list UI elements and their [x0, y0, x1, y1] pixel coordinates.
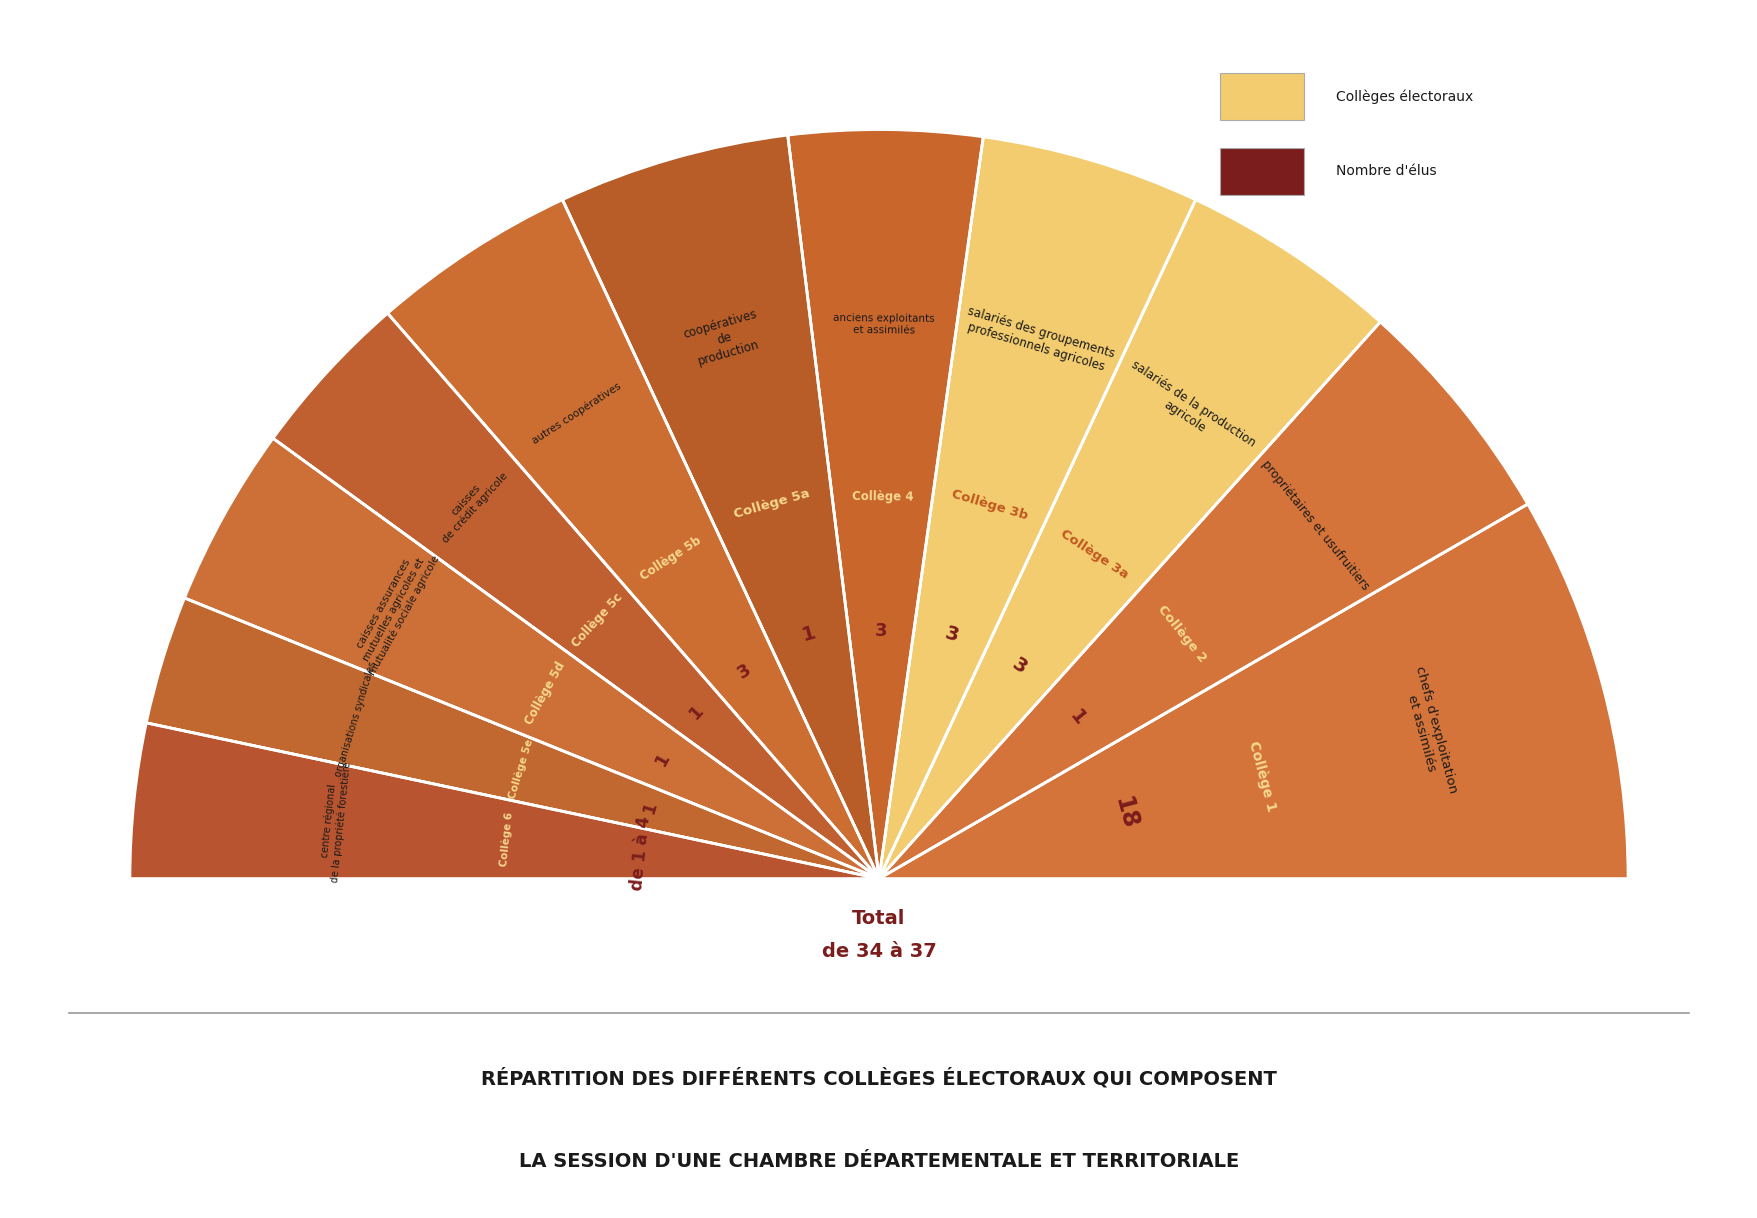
Text: autres coopératives: autres coopératives: [531, 381, 624, 446]
Text: 3: 3: [734, 660, 754, 682]
Text: 1: 1: [640, 800, 659, 816]
Text: anciens exploitants
et assimilés: anciens exploitants et assimilés: [833, 313, 935, 335]
Text: caisses
de crédit agricole: caisses de crédit agricole: [430, 463, 510, 546]
Text: Collège 2: Collège 2: [1154, 603, 1207, 665]
Wedge shape: [878, 504, 1627, 878]
Wedge shape: [878, 136, 1195, 878]
Text: Collège 3a: Collège 3a: [1058, 526, 1130, 581]
Wedge shape: [184, 438, 878, 878]
Text: coopératives
de
production: coopératives de production: [682, 307, 766, 370]
Wedge shape: [130, 722, 878, 878]
Wedge shape: [878, 322, 1527, 878]
Wedge shape: [146, 598, 878, 878]
Text: Total: Total: [852, 909, 905, 928]
Wedge shape: [272, 313, 878, 878]
Text: Collège 6: Collège 6: [499, 811, 515, 867]
Text: caisses assurances
mutuelles agricoles et
mutualité sociale agricole: caisses assurances mutuelles agricoles e…: [346, 542, 441, 677]
Text: Collège 1: Collège 1: [1246, 739, 1277, 812]
Text: salariés de la production
agricole: salariés de la production agricole: [1119, 358, 1256, 462]
Text: 3: 3: [875, 622, 887, 641]
Text: LA SESSION D'UNE CHAMBRE DÉPARTEMENTALE ET TERRITORIALE: LA SESSION D'UNE CHAMBRE DÉPARTEMENTALE …: [518, 1152, 1239, 1172]
Text: Collège 5c: Collège 5c: [569, 591, 625, 650]
Wedge shape: [787, 129, 982, 878]
Text: de 34 à 37: de 34 à 37: [821, 943, 936, 961]
Wedge shape: [878, 200, 1379, 878]
Text: Nombre d'élus: Nombre d'élus: [1335, 164, 1435, 179]
Text: Collège 3b: Collège 3b: [949, 487, 1030, 523]
Text: salariés des groupements
professionnels agricoles: salariés des groupements professionnels …: [961, 304, 1116, 375]
Text: Collège 5a: Collège 5a: [731, 487, 810, 521]
Text: 1: 1: [799, 622, 817, 644]
Text: RÉPARTITION DES DIFFÉRENTS COLLÈGES ÉLECTORAUX QUI COMPOSENT: RÉPARTITION DES DIFFÉRENTS COLLÈGES ÉLEC…: [481, 1068, 1276, 1089]
Text: 3: 3: [942, 624, 959, 646]
Text: organisations syndicales: organisations syndicales: [334, 660, 378, 777]
Text: 1: 1: [685, 700, 708, 722]
Text: chefs d'exploitation
et assimilés: chefs d'exploitation et assimilés: [1397, 664, 1458, 798]
Wedge shape: [562, 135, 878, 878]
Text: 1: 1: [1065, 708, 1088, 730]
Text: Collèges électoraux: Collèges électoraux: [1335, 89, 1472, 104]
Text: propriétaires et usufruitiers: propriétaires et usufruitiers: [1258, 458, 1370, 592]
Text: Collège 5d: Collège 5d: [522, 660, 568, 727]
Text: centre régional
de la propriété forestière: centre régional de la propriété forestiè…: [318, 760, 353, 883]
Wedge shape: [387, 200, 878, 878]
Text: Collège 4: Collège 4: [850, 490, 912, 503]
Text: 1: 1: [652, 749, 673, 769]
Text: Collège 5e: Collège 5e: [506, 738, 534, 800]
FancyBboxPatch shape: [1219, 147, 1304, 195]
Text: de 1 à 4: de 1 à 4: [627, 815, 654, 892]
Text: Collège 5b: Collège 5b: [638, 533, 703, 582]
Text: 18: 18: [1109, 794, 1140, 832]
Text: 3: 3: [1009, 654, 1030, 678]
FancyBboxPatch shape: [1219, 73, 1304, 121]
